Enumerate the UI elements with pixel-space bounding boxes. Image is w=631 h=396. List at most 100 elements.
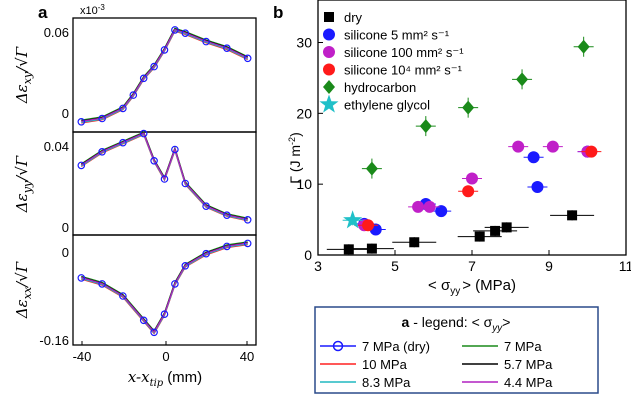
legend-b-label-3: silicone 10⁴ mm² s⁻¹ [344, 63, 463, 78]
point-5-0 [343, 210, 363, 229]
point-0-6 [567, 210, 578, 221]
point-3-0 [362, 219, 375, 232]
panel-b-ylabel: Γ (J m-2) [287, 132, 303, 184]
panel-a-marker-2-10 [243, 239, 252, 248]
panel-b-ytick-1: 10 [296, 176, 312, 192]
panel-a-line-2-4 [81, 242, 248, 334]
panel-a-marker-1-9 [223, 211, 231, 220]
legend-a-title: a - legend: < σyy> [402, 314, 511, 334]
legend-a-box [314, 306, 599, 394]
panel-b-ytick-2: 20 [296, 105, 312, 121]
panel-a-marker-1-0 [77, 161, 86, 170]
top-ylabel: Δεxy/√Γ [13, 46, 34, 104]
panel-b-xtick-4: 11 [619, 258, 631, 274]
legend-b-label-2: silicone 100 mm² s⁻¹ [344, 45, 464, 60]
panel-a-line-0-4 [81, 28, 248, 123]
panel-a-marker-2-3 [139, 316, 148, 325]
svg-text:Δεxx/√Γ: Δεxx/√Γ [13, 261, 34, 319]
panel-a-marker-2-5 [160, 310, 169, 319]
legend-b-label-1: silicone 5 mm² s⁻¹ [344, 28, 450, 43]
point-3-2 [585, 145, 598, 158]
panel-a-scale-note: x10-3 [80, 3, 105, 17]
panel-a-marker-1-3 [139, 129, 148, 138]
legend-b-marker-3 [323, 63, 335, 76]
panel-b-ytick-3: 30 [296, 35, 312, 51]
point-3-1 [462, 185, 475, 198]
legend-b-label-0: dry [344, 10, 363, 25]
point-2-3 [466, 172, 478, 185]
panel-b-xtick-3: 9 [545, 258, 553, 274]
panel-a-marker-1-1 [98, 148, 106, 156]
panel-a-marker-2-0 [77, 274, 86, 282]
point-0-1 [366, 243, 377, 254]
mid-ylabel: Δεyy/√Γ [13, 155, 34, 213]
legend-a-label-5: 4.4 MPa [504, 375, 553, 390]
point-2-5 [546, 140, 559, 153]
panel-a-letter: a [38, 3, 48, 22]
panel-a-marker-0-8 [181, 29, 190, 38]
panel-a-marker-0-3 [129, 91, 138, 99]
point-2-2 [423, 200, 436, 213]
legend-a-label-3: 5.7 MPa [504, 357, 553, 372]
point-4-0 [365, 161, 378, 176]
point-4-2 [462, 100, 475, 115]
panel-a-line-2-1 [81, 243, 248, 335]
panel-a-marker-2-7 [181, 261, 190, 270]
panel-a-subplots [72, 17, 257, 346]
legend-b-label-4: hydrocarbon [344, 80, 416, 95]
legend-a-label-4: 8.3 MPa [362, 375, 411, 390]
point-1-4 [527, 151, 540, 164]
panel-a-marker-0-2 [119, 104, 127, 113]
bot-ytick-zero: 0 [62, 245, 69, 260]
panel-a-marker-0-7 [171, 26, 179, 34]
panel-a-line-0-2 [81, 28, 248, 122]
panel-b-xtick-1: 5 [391, 258, 399, 274]
mid-ytick-zero: 0 [62, 220, 69, 235]
point-0-5 [501, 222, 512, 233]
panel-a-bot-frame [72, 234, 257, 346]
panel-a-curves [77, 26, 252, 337]
legend-b-marker-1 [323, 28, 335, 41]
point-1-3 [435, 205, 448, 218]
point-2-1 [412, 200, 425, 213]
panel-a-marker-1-7 [181, 179, 190, 188]
panel-a-marker-0-0 [77, 118, 86, 126]
panel-b-ticks: 3 5 7 9 11 0 10 20 30 [296, 35, 631, 275]
legend-b-marker-4 [323, 80, 335, 94]
xtick-40: 40 [240, 349, 254, 364]
panel-b-xlabel: < σyy > (MPa) [428, 277, 516, 297]
legend-a-label-1: 7 MPa [504, 339, 542, 354]
panel-a-marker-2-9 [223, 242, 231, 251]
svg-text:Γ (J m-2): Γ (J m-2) [287, 132, 303, 184]
panel-a-marker-1-4 [150, 157, 158, 165]
panel-a-marker-1-6 [171, 145, 179, 154]
panel-b-xtick-0: 3 [314, 258, 322, 274]
panel-a-marker-2-2 [119, 292, 127, 300]
point-4-1 [419, 119, 432, 134]
legend-a-entries: 7 MPa (dry) 7 MPa 10 MPa 5.7 MPa 8.3 MPa 4.4 … [320, 339, 553, 390]
panel-a-line-1-4 [80, 132, 248, 221]
panel-b-points [326, 36, 602, 255]
top-ytick-high: 0.06 [44, 25, 69, 40]
panel-a-marker-2-6 [171, 280, 179, 288]
panel-b-letter: b [273, 3, 283, 22]
legend-a-label-2: 10 MPa [362, 357, 408, 372]
mid-ytick-high: 0.04 [44, 139, 69, 154]
point-0-3 [474, 231, 485, 242]
svg-text:Δεxy/√Γ: Δεxy/√Γ [13, 46, 34, 104]
legend-a-marker-0 [332, 340, 344, 352]
panel-a-marker-0-1 [98, 114, 106, 123]
panel-a-line-0-0 [81, 27, 248, 121]
point-4-4 [577, 39, 590, 54]
legend-a-label-0: 7 MPa (dry) [362, 339, 430, 354]
point-4-3 [516, 72, 529, 87]
panel-a-marker-0-4 [139, 74, 148, 83]
panel-a-marker-1-2 [119, 138, 127, 147]
panel-a-line-2-3 [81, 243, 248, 335]
xtick-minus40: -40 [73, 349, 92, 364]
panel-a-marker-1-5 [160, 175, 169, 183]
panel-a-marker-0-5 [150, 62, 158, 71]
xtick-zero: 0 [162, 349, 169, 364]
